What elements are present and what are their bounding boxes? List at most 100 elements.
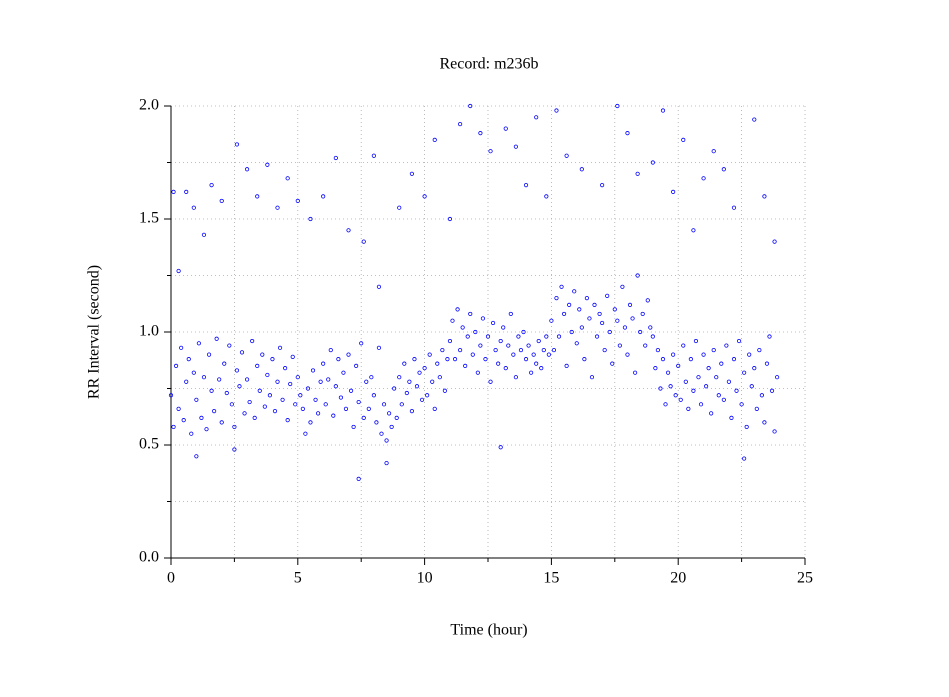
point <box>703 384 709 389</box>
point <box>255 194 260 199</box>
point <box>554 295 559 301</box>
point <box>338 395 344 400</box>
point <box>587 316 592 321</box>
point <box>721 397 726 402</box>
point <box>239 350 245 355</box>
point <box>523 183 529 188</box>
point <box>488 149 493 154</box>
point <box>191 205 196 210</box>
point <box>204 427 209 432</box>
point <box>252 415 257 420</box>
point <box>742 370 747 375</box>
point <box>222 361 227 366</box>
point <box>321 194 326 199</box>
point <box>569 329 574 335</box>
point <box>267 393 273 398</box>
point <box>605 293 610 298</box>
point <box>681 343 686 348</box>
point <box>369 375 374 380</box>
x-tick-label: 15 <box>543 570 559 587</box>
point <box>635 273 640 278</box>
point <box>212 408 217 414</box>
point <box>726 379 732 384</box>
point <box>711 149 716 154</box>
point <box>194 454 199 459</box>
point <box>173 363 179 368</box>
point <box>640 311 645 317</box>
point <box>176 406 181 411</box>
point <box>414 384 420 389</box>
point <box>498 445 503 450</box>
x-tick-label: 25 <box>797 570 813 587</box>
point <box>427 352 432 357</box>
point <box>574 341 579 346</box>
point <box>534 115 539 120</box>
point <box>326 377 331 382</box>
point <box>544 334 549 339</box>
point <box>627 302 633 307</box>
point <box>518 347 524 353</box>
point <box>468 103 473 109</box>
point <box>561 311 567 317</box>
point <box>579 167 584 172</box>
x-tick-label: 20 <box>670 570 686 587</box>
point <box>622 325 628 330</box>
point <box>478 131 483 136</box>
point <box>176 268 181 274</box>
point <box>255 363 260 368</box>
point <box>681 137 686 142</box>
point <box>257 388 262 393</box>
point <box>731 357 737 362</box>
point <box>171 424 176 430</box>
point <box>217 377 222 382</box>
point <box>260 352 265 357</box>
point <box>389 424 394 430</box>
point <box>503 366 508 371</box>
point <box>610 361 615 366</box>
point <box>724 343 729 348</box>
point <box>658 386 663 391</box>
point <box>399 402 404 407</box>
point <box>529 370 534 375</box>
point <box>376 284 382 289</box>
point <box>480 316 486 321</box>
point <box>764 361 770 366</box>
point <box>506 343 511 348</box>
point <box>638 329 643 335</box>
chart-title: Record: m236b <box>439 56 538 73</box>
point <box>199 415 204 420</box>
point <box>295 198 300 204</box>
point <box>323 402 328 407</box>
point <box>523 357 529 362</box>
point <box>189 431 194 436</box>
point <box>653 366 658 371</box>
point <box>671 352 676 357</box>
point <box>384 438 389 443</box>
x-tick-label: 10 <box>417 570 433 587</box>
point <box>554 108 559 113</box>
point <box>272 408 278 414</box>
point <box>630 316 635 321</box>
point <box>445 357 450 362</box>
point <box>244 167 250 172</box>
point <box>283 366 288 371</box>
point <box>508 311 513 317</box>
point <box>541 347 546 353</box>
point <box>635 171 640 176</box>
point <box>473 329 478 335</box>
point <box>270 357 275 362</box>
point <box>754 406 759 411</box>
point <box>265 162 270 167</box>
point <box>496 361 501 366</box>
point <box>343 406 349 411</box>
point <box>592 302 597 307</box>
point <box>295 375 300 380</box>
point <box>333 155 338 161</box>
point <box>447 338 453 344</box>
point <box>615 103 620 109</box>
point <box>617 343 622 348</box>
x-tick-label: 5 <box>294 570 302 587</box>
point <box>749 384 754 389</box>
point <box>668 384 673 389</box>
